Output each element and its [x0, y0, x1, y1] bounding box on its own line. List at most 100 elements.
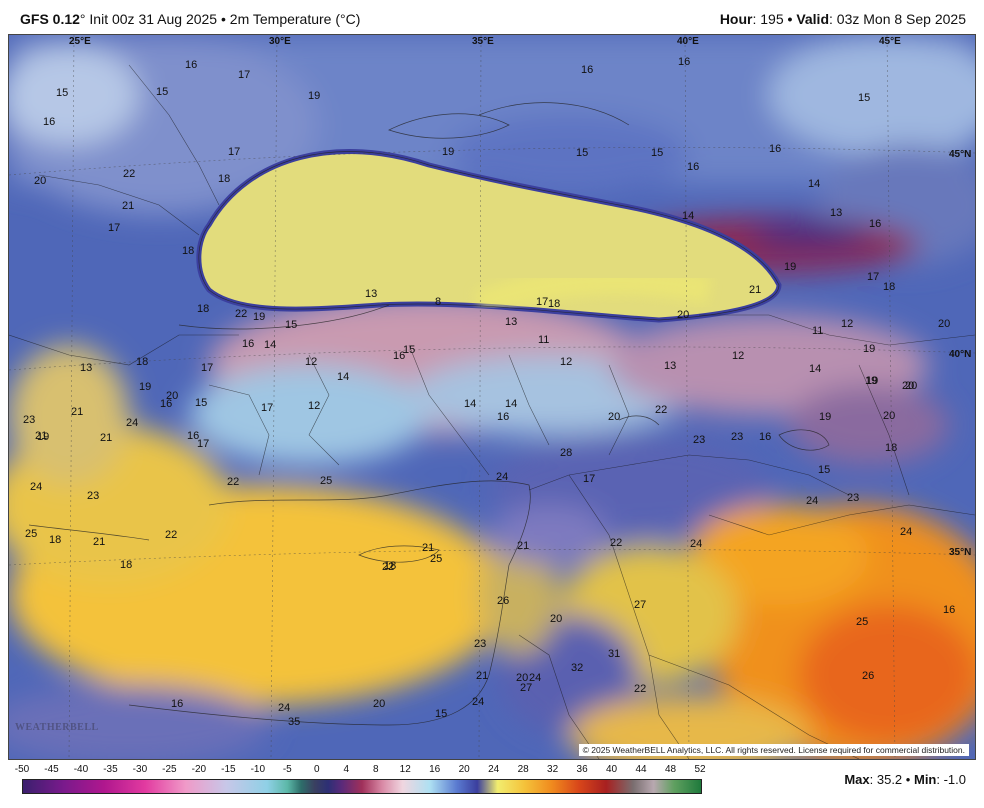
- temperature-value: 15: [576, 147, 588, 159]
- temperature-value: 14: [682, 210, 694, 222]
- stats-bullet: •: [905, 772, 911, 787]
- temperature-value: 18: [883, 281, 895, 293]
- color-scale-tick: 8: [372, 764, 379, 775]
- temperature-value: 22: [634, 683, 646, 695]
- temperature-value: 32: [571, 662, 583, 674]
- temperature-value: 18: [384, 560, 396, 572]
- temperature-value: 20: [883, 410, 895, 422]
- temperature-value: 19: [784, 261, 796, 273]
- temperature-value: 16: [943, 604, 955, 616]
- temperature-value: 19: [139, 381, 151, 393]
- temperature-value: 15: [56, 87, 68, 99]
- temperature-value: 23: [87, 490, 99, 502]
- hour-value: : 195: [752, 11, 784, 27]
- temperature-value: 20: [373, 698, 385, 710]
- temperature-value: 12: [732, 350, 744, 362]
- color-scale-tick: 20: [458, 764, 470, 775]
- temperature-value: 16: [242, 338, 254, 350]
- init-time: Init 00z 31 Aug 2025: [89, 11, 218, 27]
- valid-label: Valid: [796, 11, 829, 27]
- temperature-value: 23: [23, 414, 35, 426]
- temperature-value: 12: [841, 318, 853, 330]
- coordinate-labels: 25°E 30°E 35°E 40°E 45°E 45°N 40°N 35°N: [69, 36, 971, 558]
- copyright-notice: © 2025 WeatherBELL Analytics, LLC. All r…: [578, 744, 969, 756]
- temperature-value: 24: [30, 481, 42, 493]
- temperature-value: 26: [862, 670, 874, 682]
- temperature-value: 14: [264, 339, 276, 351]
- temperature-value: 27: [520, 682, 532, 694]
- min-value: : -1.0: [936, 772, 966, 787]
- temperature-value: 20: [677, 309, 689, 321]
- temperature-value: 13: [365, 288, 377, 300]
- valid-bullet: •: [787, 11, 793, 27]
- temperature-value: 21: [100, 432, 112, 444]
- hour-label: Hour: [719, 11, 753, 27]
- temperature-value: 25: [856, 616, 868, 628]
- temperature-value: 17: [536, 296, 548, 308]
- temperature-map[interactable]: 25°E 30°E 35°E 40°E 45°E 45°N 40°N 35°N 16 17 15 1…: [8, 34, 976, 760]
- color-scale-tick: -25: [162, 764, 177, 775]
- temperature-value: 20: [905, 380, 917, 392]
- temperature-value: 15: [285, 319, 297, 331]
- temperature-value: 24: [690, 538, 702, 550]
- temperature-value: 16: [160, 398, 172, 410]
- temperature-value: 18: [182, 245, 194, 257]
- temperature-value: 16: [187, 430, 199, 442]
- temperature-value: 11: [812, 325, 823, 337]
- temperature-value: 20: [34, 175, 46, 187]
- temperature-value: 16: [769, 143, 781, 155]
- color-scale: -50 -45 -40 -35 -30 -25 -20 -15 -10 -5 0 4 8 12 16 20 24…: [15, 764, 706, 804]
- temperature-value: 25: [320, 475, 332, 487]
- temperature-value: 21: [422, 542, 434, 554]
- temperature-value: 19: [865, 375, 877, 387]
- weatherbell-logo: WEATHERBELL: [15, 722, 99, 733]
- temperature-value: 21: [93, 536, 105, 548]
- temperature-value: 20: [938, 318, 950, 330]
- max-value: : 35.2: [869, 772, 903, 787]
- coordinate-label: 30°E: [269, 36, 291, 47]
- map-header: GFS 0.12° Init 00z 31 Aug 2025 • 2m Temp…: [0, 0, 984, 34]
- color-scale-tick: 52: [694, 764, 706, 775]
- color-scale-tick: -40: [73, 764, 89, 775]
- temperature-value: 25: [430, 553, 442, 565]
- temperature-value: 20: [550, 613, 562, 625]
- title-bullet: •: [220, 11, 226, 27]
- temperature-value: 22: [610, 537, 622, 549]
- temperature-value: 24: [472, 696, 484, 708]
- temperature-value: 15: [858, 92, 870, 104]
- temperature-value: 13: [830, 207, 842, 219]
- temperature-value: 17: [197, 438, 209, 450]
- coordinate-label: 45°E: [879, 36, 901, 47]
- temperature-value: 21: [517, 540, 529, 552]
- temperature-value: 13: [505, 316, 517, 328]
- temperature-value: 18: [120, 559, 132, 571]
- temperature-value: 16: [869, 218, 881, 230]
- temperature-value: 14: [464, 398, 476, 410]
- coordinate-label: 45°N: [949, 149, 971, 160]
- temperature-value: 26: [497, 595, 509, 607]
- color-scale-tick: 36: [576, 764, 588, 775]
- temperature-value: 17: [261, 402, 273, 414]
- max-min-stats: Max: 35.2 • Min: -1.0: [844, 772, 966, 787]
- temperature-value: 18: [197, 303, 209, 315]
- temperature-value: 21: [476, 670, 488, 682]
- temperature-value: 20: [516, 672, 528, 684]
- temperature-value: 22: [165, 529, 177, 541]
- temperature-value: 21: [122, 200, 134, 212]
- color-scale-ticks: -50 -45 -40 -35 -30 -25 -20 -15 -10 -5 0 4 8 12 16 20 24…: [15, 764, 706, 778]
- temperature-value: 13: [80, 362, 92, 374]
- temperature-value: 16: [678, 56, 690, 68]
- temperature-value: 17: [108, 222, 120, 234]
- color-scale-tick: -35: [103, 764, 118, 775]
- temperature-value: 24: [806, 495, 818, 507]
- temperature-value: 13: [664, 360, 676, 372]
- coordinate-label: 25°E: [69, 36, 91, 47]
- temperature-value: 23: [847, 492, 859, 504]
- temperature-value: 14: [809, 363, 821, 375]
- color-scale-tick: 4: [343, 764, 350, 775]
- header-title: GFS 0.12° Init 00z 31 Aug 2025 • 2m Temp…: [20, 11, 360, 27]
- borders: [9, 64, 975, 759]
- color-scale-tick: 32: [547, 764, 559, 775]
- temperature-value: 8: [435, 296, 441, 308]
